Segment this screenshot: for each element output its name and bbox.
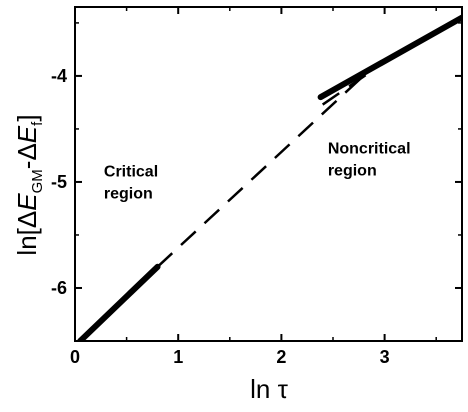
series-line-4-dashed bbox=[321, 71, 370, 106]
y-axis-title-suffix: ] bbox=[12, 114, 42, 121]
plot-border bbox=[74, 6, 463, 342]
annotation-line: Noncritical bbox=[328, 140, 411, 157]
y-axis-title-sub1: GM bbox=[29, 169, 46, 193]
x-axis-title: ln τ bbox=[250, 374, 288, 404]
annotation-line: region bbox=[104, 186, 153, 203]
annotation-line: region bbox=[328, 162, 377, 179]
x-tick-label: 3 bbox=[380, 347, 390, 367]
x-tick-label: 2 bbox=[276, 347, 286, 367]
y-axis-title-prefix: ln[Δ bbox=[12, 211, 42, 256]
series-line-2-dashed bbox=[156, 69, 370, 268]
plot-frame bbox=[74, 6, 463, 342]
annotation-2: Noncritical region bbox=[328, 140, 411, 179]
y-tick-label: -4 bbox=[51, 66, 67, 86]
y-axis-title-mid: -Δ bbox=[12, 143, 42, 169]
y-axis-title-sub2: f bbox=[29, 121, 46, 126]
y-axis-title-var2: E bbox=[12, 125, 42, 143]
annotations-layer: Critical region Noncritical region bbox=[104, 140, 411, 202]
series-line-3-thick-solid bbox=[317, 14, 462, 101]
y-axis-title-var1: E bbox=[12, 193, 42, 211]
series-line-1-thick-solid bbox=[77, 263, 161, 341]
y-tick-label: -6 bbox=[51, 278, 67, 298]
x-tick-label: 1 bbox=[173, 347, 183, 367]
annotation-1: Critical region bbox=[104, 164, 158, 203]
annotation-line: Critical bbox=[104, 164, 158, 181]
ticks-layer: 0 1 2 3 -6 -5 -4 bbox=[51, 7, 462, 367]
series-layer bbox=[77, 14, 462, 341]
y-axis-title: ln[ΔEGM-ΔEf] bbox=[12, 114, 46, 255]
y-tick-label: -5 bbox=[51, 172, 67, 192]
x-tick-label: 0 bbox=[70, 347, 80, 367]
